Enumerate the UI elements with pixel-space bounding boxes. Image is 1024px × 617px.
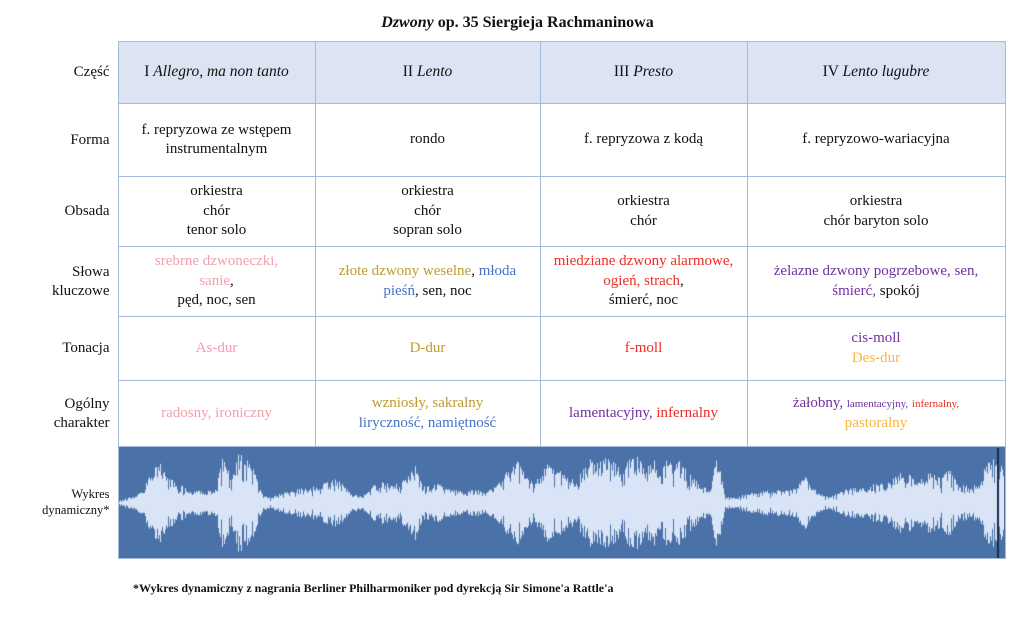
cell-charakter-3: lamentacyjny, infernalny bbox=[539, 380, 748, 447]
cell-slowa-3: miedziane dzwony alarmowe, ogień, strach… bbox=[539, 246, 748, 317]
title-work-name: Dzwony bbox=[381, 14, 434, 31]
movement-4-number: IV bbox=[822, 63, 839, 81]
header-movement-4: IV Lento lugubre bbox=[746, 41, 1006, 104]
cell-charakter-4: żałobny, lamentacyjny, infernalny, pastor… bbox=[746, 380, 1006, 447]
row-wykres: Wykres dynamiczny* bbox=[30, 446, 1006, 559]
header-movement-3: III Presto bbox=[539, 41, 748, 104]
cell-obsada-3: orkiestra chór bbox=[539, 176, 748, 247]
row-tonacja: Tonacja As-dur D-dur f-moll cis-moll Des-… bbox=[30, 316, 1006, 381]
cell-forma-1: f. repryzowa ze wstępem instrumentalnym bbox=[117, 103, 316, 177]
movement-4-tempo: Lento lugubre bbox=[842, 63, 930, 81]
row-obsada: Obsada orkiestra chór tenor solo orkiestra… bbox=[30, 176, 1006, 247]
cell-charakter-2: wzniosły, sakralny liryczność, namiętność bbox=[314, 380, 541, 447]
cell-tonacja-4: cis-moll Des-dur bbox=[746, 316, 1006, 381]
document-title: Dzwony op. 35 Siergieja Rachmaninowa bbox=[30, 14, 1005, 32]
cell-obsada-2: orkiestra chór sopran solo bbox=[314, 176, 541, 247]
footnote: *Wykres dynamiczny z nagrania Berliner P… bbox=[133, 581, 614, 595]
cell-forma-3: f. repryzowa z kodą bbox=[539, 103, 748, 177]
row-czesc: Część I Allegro, ma non tanto II Lento I… bbox=[30, 41, 1006, 104]
waveform-cell bbox=[117, 446, 1006, 559]
cell-slowa-4: żelazne dzwony pogrzebowe, sen, śmierć, … bbox=[746, 246, 1006, 317]
document-page: Dzwony op. 35 Siergieja Rachmaninowa Czę… bbox=[30, 14, 1006, 596]
movement-1-number: I bbox=[144, 63, 150, 81]
row-forma: Forma f. repryzowa ze wstępem instrument… bbox=[30, 103, 1006, 177]
movement-3-tempo: Presto bbox=[633, 63, 674, 81]
cell-obsada-1: orkiestra chór tenor solo bbox=[117, 176, 316, 247]
header-movement-1: I Allegro, ma non tanto bbox=[117, 41, 316, 104]
cell-tonacja-1: As-dur bbox=[117, 316, 316, 381]
cell-forma-4: f. repryzowo-wariacyjna bbox=[746, 103, 1006, 177]
title-rest: op. 35 Siergieja Rachmaninowa bbox=[433, 14, 654, 31]
row-label-wykres: Wykres dynamiczny* bbox=[42, 486, 110, 517]
movement-1-tempo: Allegro, ma non tanto bbox=[153, 63, 289, 81]
movement-2-number: II bbox=[402, 63, 414, 81]
cell-slowa-1: srebrne dzwoneczki, sanie, pęd, noc, sen bbox=[117, 246, 316, 317]
cell-tonacja-3: f-moll bbox=[539, 316, 748, 381]
header-movement-2: II Lento bbox=[314, 41, 541, 104]
cell-forma-2: rondo bbox=[314, 103, 541, 177]
movements-table: Część I Allegro, ma non tanto II Lento I… bbox=[30, 41, 1006, 559]
row-label-tonacja: Tonacja bbox=[62, 340, 110, 357]
row-charakter: Ogólny charakter radosny, ironiczny wzni… bbox=[30, 380, 1006, 447]
row-slowa: Słowa kluczowe srebrne dzwoneczki, sanie,… bbox=[30, 246, 1006, 317]
movement-2-tempo: Lento bbox=[416, 63, 453, 81]
dynamics-waveform bbox=[119, 447, 1004, 558]
cell-charakter-1: radosny, ironiczny bbox=[117, 380, 316, 447]
movement-3-number: III bbox=[613, 63, 630, 81]
row-label-forma: Forma bbox=[70, 131, 110, 148]
cell-slowa-2: złote dzwony weselne, młoda pieśń, sen, … bbox=[314, 246, 541, 317]
cell-tonacja-2: D-dur bbox=[314, 316, 541, 381]
row-label-obsada: Obsada bbox=[64, 203, 110, 220]
cell-obsada-4: orkiestra chór baryton solo bbox=[746, 176, 1006, 247]
row-label-czesc: Część bbox=[73, 64, 110, 81]
row-label-slowa: Słowa kluczowe bbox=[52, 263, 110, 299]
row-label-charakter: Ogólny charakter bbox=[53, 395, 110, 431]
